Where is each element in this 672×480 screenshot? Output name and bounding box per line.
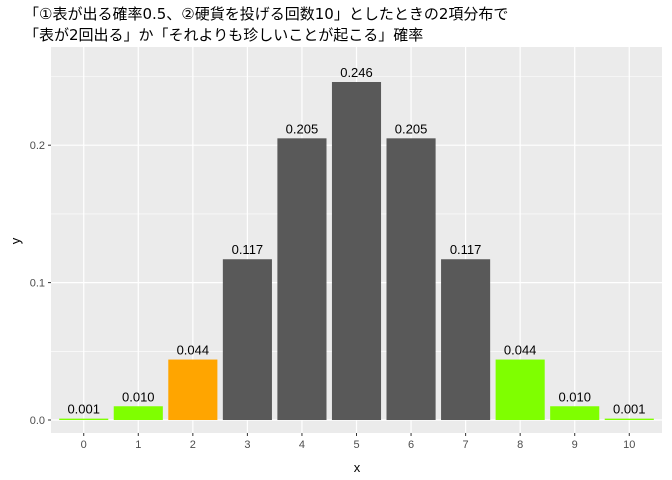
bar-x-5 xyxy=(331,82,382,420)
x-tick-label: 2 xyxy=(190,439,196,451)
x-tick-label: 1 xyxy=(135,439,141,451)
y-tick-label: 0.2 xyxy=(30,140,45,152)
chart-title-line2: 「表が2回出る」か「それよりも珍しいことが起こる」確率 xyxy=(24,26,423,44)
data-labels: 0.001 0.010 0.044 0.117 0.205 0.246 0.205 0.117… xyxy=(67,65,645,417)
data-label-x-0: 0.001 xyxy=(67,402,100,417)
y-axis-title: y xyxy=(8,237,23,244)
data-label-x-1: 0.010 xyxy=(122,389,155,404)
x-tick-label: 10 xyxy=(623,439,635,451)
y-tick-label: 0.0 xyxy=(30,415,45,427)
bar-x-4 xyxy=(277,138,327,421)
bar-x-9 xyxy=(550,406,600,420)
x-tick-label: 8 xyxy=(517,439,523,451)
bar-x-0 xyxy=(59,418,109,420)
data-label-x-8: 0.044 xyxy=(504,343,537,358)
x-tick-label: 7 xyxy=(463,439,469,451)
chart-title-line1: 「①表が出る確率0.5、②硬貨を投げる回数10」としたときの2項分布で xyxy=(24,5,508,23)
x-tick-label: 4 xyxy=(299,439,305,451)
data-label-x-7: 0.117 xyxy=(450,242,482,257)
bar-x-2 xyxy=(168,359,218,420)
y-axis-ticks: 0.0 0.1 0.2 xyxy=(30,140,51,427)
bar-x-8 xyxy=(495,359,545,420)
x-axis-title: x xyxy=(354,460,361,475)
y-tick-label: 0.1 xyxy=(30,278,45,290)
data-label-x-4: 0.205 xyxy=(286,121,319,136)
data-label-x-6: 0.205 xyxy=(395,121,428,136)
x-tick-label: 3 xyxy=(244,439,250,451)
data-label-x-2: 0.044 xyxy=(177,343,210,358)
data-label-x-5: 0.246 xyxy=(340,65,373,80)
data-label-x-10: 0.001 xyxy=(613,402,646,417)
bar-x-7 xyxy=(441,259,491,420)
x-tick-label: 5 xyxy=(353,439,359,451)
x-tick-label: 6 xyxy=(408,439,414,451)
x-tick-label: 0 xyxy=(81,439,87,451)
x-axis-ticks: 0 1 2 3 4 5 6 7 8 9 10 xyxy=(81,433,635,451)
bar-x-1 xyxy=(113,406,163,420)
data-label-x-9: 0.010 xyxy=(558,389,591,404)
bar-x-10 xyxy=(604,418,654,420)
bars xyxy=(59,82,654,421)
data-label-x-3: 0.117 xyxy=(232,242,264,257)
x-tick-label: 9 xyxy=(572,439,578,451)
bar-x-3 xyxy=(222,259,272,420)
bar-x-6 xyxy=(386,138,436,421)
